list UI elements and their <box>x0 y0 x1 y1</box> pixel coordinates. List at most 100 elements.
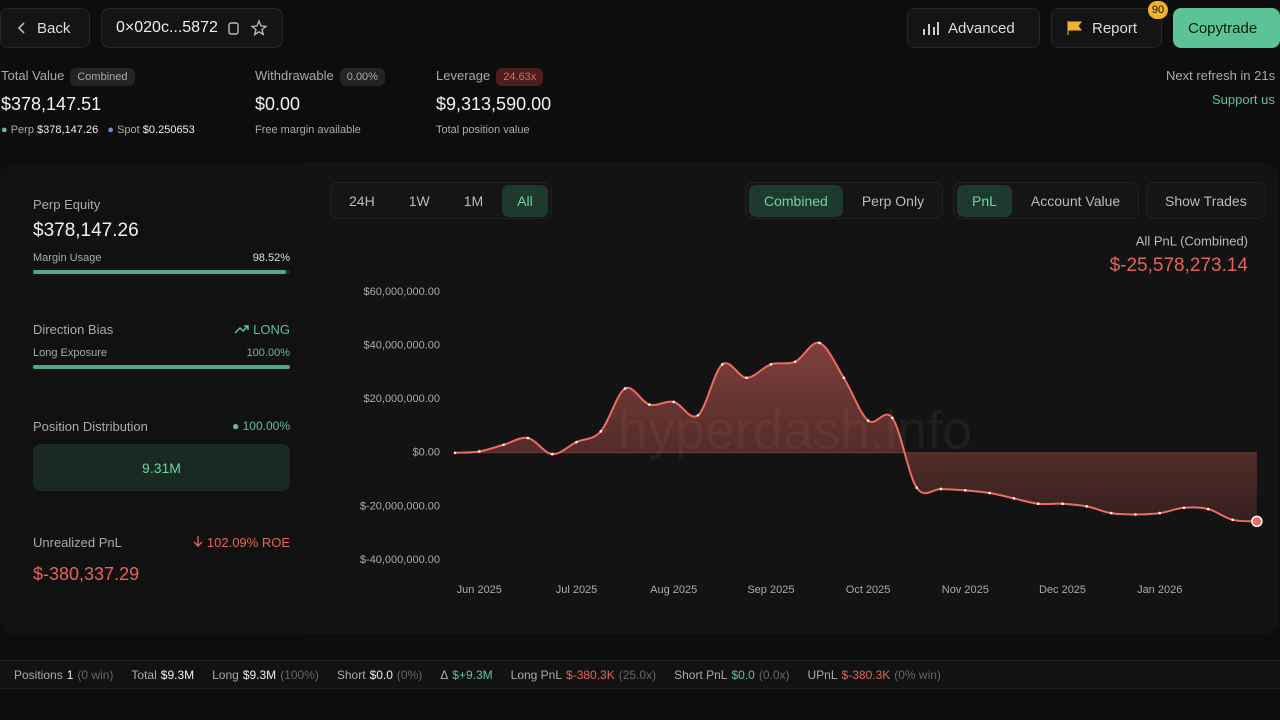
point <box>1109 511 1113 515</box>
copy-icon[interactable] <box>226 20 242 36</box>
direction-card: Direction Bias LONG Long Exposure 100.00% <box>33 322 290 369</box>
position-distribution-label: Position Distribution <box>33 419 148 434</box>
footer-item: Positions 1 (0 win) <box>14 668 117 682</box>
footer-label: Δ <box>440 667 449 682</box>
back-text: Back <box>37 19 71 37</box>
chart-icon <box>923 22 939 35</box>
y-tick-label: $-20,000,000.00 <box>360 500 440 512</box>
point <box>550 452 554 456</box>
flag-icon <box>1067 21 1082 35</box>
margin-bar <box>33 270 290 274</box>
y-tick-label: $20,000,000.00 <box>364 393 440 405</box>
footer-value: $-380.3K <box>566 667 615 682</box>
point <box>745 376 748 380</box>
perp-label: Perp <box>10 124 34 136</box>
footer-item: Long PnL $-380.3K (25.0x) <box>511 668 660 682</box>
point <box>769 363 773 366</box>
withdrawable-block: Withdrawable 0.00% $0.00 Free margin avai… <box>255 67 385 136</box>
advanced-button[interactable]: Advanced <box>907 8 1040 48</box>
footer-label: Long PnL <box>510 667 563 682</box>
range-button[interactable]: 1W <box>408 192 430 209</box>
footer-item: Short $0.0 (0%) <box>337 668 426 682</box>
address: 0×020c...5872 <box>116 19 218 36</box>
point <box>964 489 967 492</box>
point <box>866 419 870 422</box>
x-tick-label: Jun 2025 <box>457 584 502 596</box>
refresh-text: Next refresh in 21s <box>1166 68 1276 83</box>
x-tick-label: Sep 2025 <box>747 584 794 596</box>
report-badge: 90 <box>1148 1 1168 19</box>
point <box>1231 518 1234 522</box>
point <box>842 376 846 380</box>
metric-button[interactable]: Account Value <box>1030 192 1121 209</box>
range-button[interactable]: 24H <box>349 192 375 209</box>
footer-note: (0 win) <box>77 667 114 682</box>
footer-label: Positions <box>14 667 63 682</box>
range-button[interactable]: All <box>502 184 548 217</box>
withdrawable-note: Free margin available <box>255 124 361 136</box>
point <box>1036 502 1040 506</box>
chart-total: $-25,578,273.14 <box>1110 255 1249 276</box>
y-tick-label: $60,000,000.00 <box>364 286 440 298</box>
footer-item: Short PnL $0.0 (0.0x) <box>674 668 793 682</box>
total-value-block: Total Value Combined $378,147.51 ● Perp $… <box>1 68 195 136</box>
footer-note: (0% win) <box>894 667 941 682</box>
footer-note: (0%) <box>396 667 423 682</box>
leverage-tag: 24.63x <box>496 68 544 86</box>
point <box>696 413 700 417</box>
advanced-text: Advanced <box>948 19 1015 37</box>
range-group: 24H 1W 1M All <box>330 182 552 219</box>
show-trades-button[interactable]: Show Trades <box>1165 192 1247 209</box>
footer-value: $0.0 <box>731 667 755 682</box>
back-icon <box>17 22 25 34</box>
leverage-label: Leverage <box>436 68 491 83</box>
point <box>1182 506 1186 510</box>
point <box>453 451 457 455</box>
total-value-tag: Combined <box>70 68 135 86</box>
metric-button[interactable]: PnL <box>957 184 1012 217</box>
point <box>1134 513 1137 516</box>
unrealized-pnl: $-380,337.29 <box>33 564 140 584</box>
range-button[interactable]: 1M <box>463 192 484 209</box>
point <box>575 440 578 444</box>
footer-item: Long $9.3M (100%) <box>212 668 323 682</box>
point <box>1061 502 1064 506</box>
footer-item: Total $9.3M <box>131 668 198 682</box>
mode-button[interactable]: Perp Only <box>861 192 925 209</box>
point <box>1012 497 1016 500</box>
point <box>502 443 505 447</box>
long-exposure: 100.00% <box>246 347 290 359</box>
point <box>915 486 918 489</box>
report-button[interactable]: Report <box>1051 8 1162 48</box>
back-button[interactable]: Back <box>0 8 90 48</box>
perp-equity-label: Perp Equity <box>33 197 101 212</box>
total-value: $378,147.51 <box>1 94 102 114</box>
point <box>793 360 797 363</box>
x-tick-label: Jul 2025 <box>556 584 598 596</box>
point <box>818 341 821 345</box>
pnl-area <box>455 342 1257 522</box>
margin-usage-label: Margin Usage <box>33 252 102 264</box>
leverage-block: Leverage 24.63x $9,313,590.00 Total posit… <box>436 67 551 136</box>
footer-note: (25.0x) <box>618 667 657 682</box>
footer-note: (100%) <box>280 667 319 682</box>
copytrade-button[interactable]: Copytrade <box>1173 8 1280 48</box>
footer-value: $9.3M <box>242 667 277 682</box>
pnl-chart: hyperdash.info All PnL (Combined) $-25,5… <box>360 233 1263 596</box>
footer-bar: Positions 1 (0 win) Total $9.3M Long $9.3M (100… <box>0 660 1280 689</box>
y-tick-label: $0.00 <box>412 447 440 459</box>
support-link[interactable]: Support us <box>1212 92 1275 107</box>
point <box>939 487 943 491</box>
star-icon[interactable] <box>250 19 268 37</box>
direction-bias-label: Direction Bias <box>33 322 114 337</box>
y-tick-label: $40,000,000.00 <box>364 340 440 352</box>
mode-button[interactable]: Combined <box>749 184 843 217</box>
total-value-label: Total Value <box>1 68 65 83</box>
footer-label: Short <box>336 667 366 682</box>
side-panel <box>0 162 305 634</box>
exposure-bar <box>33 365 290 369</box>
report-text: Report <box>1092 19 1138 37</box>
x-tick-label: Oct 2025 <box>846 584 891 596</box>
point <box>672 400 675 404</box>
distribution-bar: 9.31M <box>33 444 290 491</box>
